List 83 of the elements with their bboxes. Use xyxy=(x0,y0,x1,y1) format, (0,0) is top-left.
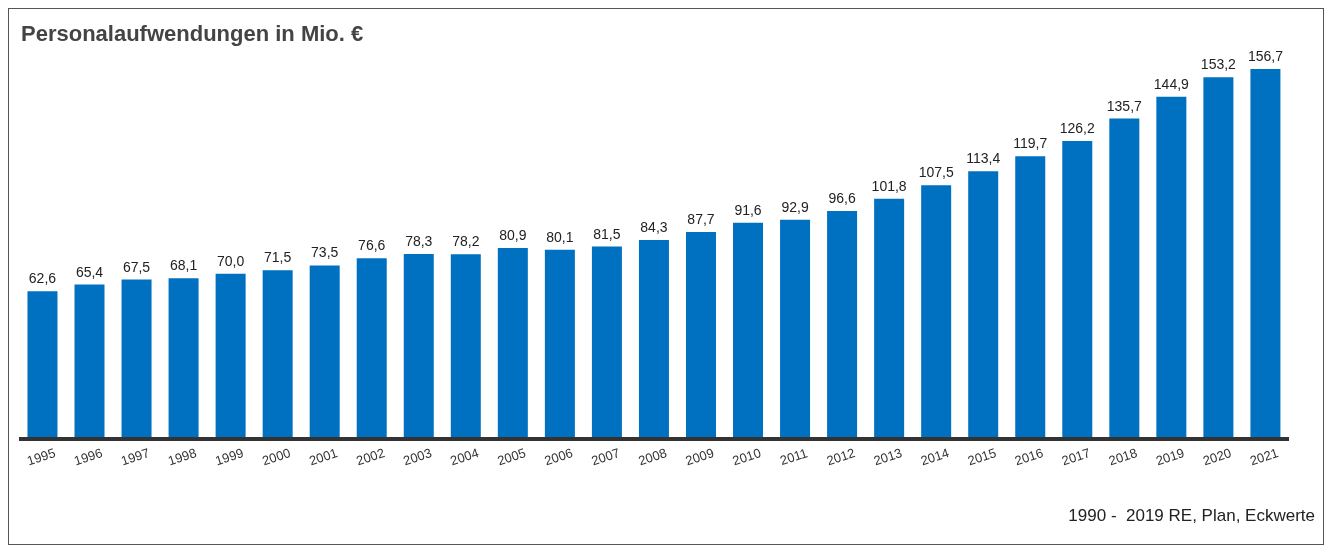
bar xyxy=(1203,77,1234,439)
bar xyxy=(591,246,622,439)
x-tick-label: 2011 xyxy=(778,445,810,469)
data-label: 153,2 xyxy=(1200,56,1237,73)
data-label: 84,3 xyxy=(640,218,668,235)
chart-title: Personalaufwendungen in Mio. € xyxy=(21,21,364,47)
bar xyxy=(215,273,246,439)
x-tick-label: 2008 xyxy=(636,445,669,469)
x-tick-label: 2003 xyxy=(401,445,434,469)
bar xyxy=(309,265,340,439)
x-tick-label: 1999 xyxy=(213,445,246,469)
x-tick-label: 2020 xyxy=(1200,445,1234,469)
bar xyxy=(403,254,434,439)
data-label: 119,7 xyxy=(1013,135,1048,152)
bar xyxy=(685,231,716,439)
data-label: 76,6 xyxy=(358,237,386,254)
data-label: 113,4 xyxy=(966,150,1001,167)
x-tick-label: 2001 xyxy=(307,445,340,469)
data-label: 87,7 xyxy=(687,210,715,227)
bar xyxy=(450,254,481,439)
x-tick-label: 2012 xyxy=(824,445,857,469)
x-tick-label: 2014 xyxy=(918,445,951,469)
data-label: 92,9 xyxy=(781,198,809,215)
data-label: 65,4 xyxy=(75,263,104,280)
x-tick-label: 2019 xyxy=(1153,445,1187,469)
data-label: 71,5 xyxy=(264,249,292,266)
x-tick-label: 2015 xyxy=(965,445,998,469)
bar xyxy=(968,171,999,439)
bar xyxy=(262,270,293,439)
x-tick-label: 2021 xyxy=(1248,445,1281,469)
bar xyxy=(827,210,858,439)
x-tick-label: 2018 xyxy=(1106,445,1140,469)
data-label: 126,2 xyxy=(1059,120,1096,137)
bar xyxy=(1062,141,1093,439)
bar xyxy=(1015,156,1046,439)
x-tick-label: 2005 xyxy=(495,445,528,469)
x-tick-label: 2007 xyxy=(589,445,622,469)
data-label: 70,0 xyxy=(216,252,245,269)
x-tick-label: 2016 xyxy=(1012,445,1045,469)
bar xyxy=(27,291,58,439)
data-label: 62,6 xyxy=(28,270,57,287)
data-label: 68,1 xyxy=(169,257,198,274)
data-label: 78,2 xyxy=(452,233,480,250)
x-tick-label: 1998 xyxy=(166,445,199,469)
bar xyxy=(780,219,811,439)
data-label: 78,3 xyxy=(405,233,433,250)
data-label: 135,7 xyxy=(1106,97,1143,114)
bar xyxy=(638,239,669,439)
x-tick-label: 2013 xyxy=(871,445,904,469)
data-label: 144,9 xyxy=(1153,75,1190,92)
bar xyxy=(1109,118,1140,439)
x-tick-label: 2006 xyxy=(542,445,575,469)
x-tick-label: 1997 xyxy=(119,445,152,469)
bar xyxy=(544,249,575,439)
text: 1990 - 2019 RE, Plan, Eckwerte xyxy=(1068,506,1315,526)
data-label: 96,6 xyxy=(828,189,856,206)
bar xyxy=(497,247,528,439)
bar xyxy=(874,198,905,439)
x-tick-label: 2002 xyxy=(354,445,387,469)
bar xyxy=(921,185,952,439)
x-tick-label: 2004 xyxy=(448,445,481,469)
x-tick-label: 2009 xyxy=(683,445,716,469)
data-label: 156,7 xyxy=(1247,48,1284,64)
x-tick-label: 1996 xyxy=(72,445,105,469)
data-label: 80,9 xyxy=(499,226,527,243)
data-label: 107,5 xyxy=(918,164,954,181)
data-label: 101,8 xyxy=(871,177,907,194)
bar xyxy=(356,258,387,439)
data-label: 81,5 xyxy=(593,225,621,242)
data-label: 80,1 xyxy=(546,228,574,245)
x-tick-label: 2000 xyxy=(260,445,293,469)
data-label: 91,6 xyxy=(734,201,762,218)
x-tick-label: 2010 xyxy=(730,445,763,469)
bar xyxy=(733,222,764,439)
data-label: 67,5 xyxy=(122,258,151,275)
bar xyxy=(1250,69,1281,439)
bar xyxy=(121,279,152,439)
bar xyxy=(74,284,105,439)
bar xyxy=(168,278,199,439)
x-tick-label: 2017 xyxy=(1059,445,1093,469)
data-label: 73,5 xyxy=(311,244,339,261)
bar xyxy=(1156,96,1187,439)
x-tick-label: 1995 xyxy=(25,445,58,469)
